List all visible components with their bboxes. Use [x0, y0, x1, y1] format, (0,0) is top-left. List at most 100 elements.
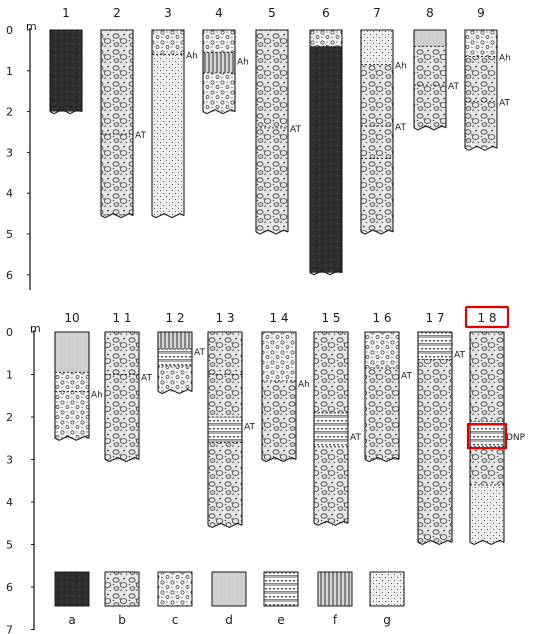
- profile-column: 1 3 AT: [207, 311, 255, 528]
- horizon-label: DNP: [506, 433, 526, 443]
- column-outline: [49, 29, 83, 112]
- horizon-label: Ah: [395, 62, 407, 72]
- column-bottom-edge: [464, 145, 498, 151]
- layer-a: [310, 87, 342, 273]
- column-outline: [157, 331, 193, 392]
- profile-column: 6: [309, 6, 343, 276]
- profile-column: 1 2 AT: [157, 311, 205, 395]
- horizon-label: AT: [141, 374, 152, 384]
- column-bottom-edge: [100, 213, 134, 219]
- column-bottom-edge: [157, 388, 193, 395]
- column-bottom-edge: [469, 539, 505, 545]
- depth-tick-label: 0: [6, 24, 13, 37]
- layer-b: [470, 446, 504, 485]
- layer-c: [152, 30, 184, 55]
- column-bottom-edge: [364, 456, 400, 463]
- column-outline: [464, 29, 498, 149]
- profile-column: 1 7 AT: [417, 311, 465, 545]
- layer-b: [361, 158, 393, 232]
- profile-number: 1 7: [425, 311, 444, 325]
- depth-axis-unit: m: [26, 20, 37, 33]
- column-outline: [104, 331, 140, 460]
- profile-column: 4 Ah: [202, 6, 249, 115]
- column-outline: [54, 331, 90, 439]
- layer-b: [365, 368, 399, 460]
- horizon-label: AT: [454, 350, 465, 360]
- legend-item-g: g: [369, 571, 405, 627]
- depth-axis-unit: m: [30, 322, 41, 335]
- depth-tick-label: 2: [6, 106, 13, 119]
- legend-swatch: [54, 571, 90, 607]
- depth-tick-label: 3: [6, 454, 13, 467]
- profile-column: 9 Ah AT: [464, 6, 511, 151]
- depth-tick-label: 4: [6, 187, 13, 200]
- column-outline: [313, 331, 349, 524]
- horizon-label: AT: [395, 123, 406, 133]
- column-bottom-edge: [413, 125, 447, 131]
- depth-tick-label: 0: [6, 326, 13, 339]
- layer-c: [310, 30, 342, 47]
- layer-b: [465, 101, 497, 149]
- layer-e: [470, 421, 504, 447]
- profile-number: 1: [62, 6, 70, 20]
- profile-number: 1 3: [215, 311, 234, 325]
- profile-column: 1 4 Ah: [261, 311, 310, 463]
- horizon-label: Ah: [186, 51, 198, 61]
- profile-number: 1 6: [372, 311, 391, 325]
- horizon-label: Ah: [91, 391, 103, 401]
- layer-b: [418, 359, 452, 543]
- layer-b: [101, 30, 133, 135]
- legend-key: d: [225, 613, 233, 627]
- legend-item-b: b: [104, 571, 140, 627]
- legend-swatch: [104, 571, 140, 607]
- layer-b: [105, 332, 139, 375]
- profile-column: 5 AT: [255, 6, 301, 235]
- top-panel: m0 1 2 3 4 5 6 1 2 AT 3 Ah 4 Ah 5 AT 6 7 Ah AT 8 AT 9 Ah AT: [6, 6, 511, 290]
- layer-e: [314, 412, 348, 447]
- layer-b: [414, 85, 446, 128]
- profile-column: 10 Ah: [54, 311, 103, 441]
- layer-d: [414, 30, 446, 47]
- column-bottom-edge: [207, 522, 243, 528]
- layer-c: [365, 332, 399, 369]
- profile-column: 1 6 AT: [364, 311, 412, 463]
- profile-number: 3: [164, 6, 172, 20]
- profile-number: 10: [64, 311, 79, 325]
- column-outline: [417, 331, 453, 543]
- legend-swatch: [211, 571, 247, 607]
- legend-key: b: [118, 613, 126, 627]
- layer-b: [361, 125, 393, 159]
- legend-key: f: [333, 613, 338, 627]
- legend-key: g: [383, 613, 391, 627]
- profile-column: 1: [49, 6, 83, 115]
- layer-f: [158, 332, 192, 349]
- layer-b: [101, 134, 133, 216]
- legend-item-d: d: [211, 571, 247, 627]
- profile-column: 1 1 AT: [104, 311, 152, 463]
- horizon-label: AT: [350, 433, 361, 443]
- profile-column: 1 8 DNP: [464, 305, 526, 545]
- column-outline: [364, 331, 400, 460]
- column-outline: [202, 29, 236, 112]
- horizon-label: AT: [499, 98, 510, 108]
- legend-item-c: c: [157, 571, 193, 627]
- layer-a: [50, 30, 82, 112]
- column-outline: [100, 29, 134, 216]
- layer-c: [55, 372, 89, 392]
- horizon-label: AT: [290, 125, 301, 135]
- layer-b: [465, 56, 497, 102]
- profile-column: 2 AT: [100, 6, 146, 219]
- profile-number: 1 2: [165, 311, 184, 325]
- legend-swatch: [263, 571, 299, 607]
- legend-key: e: [277, 613, 284, 627]
- layer-c: [203, 72, 235, 112]
- profile-number: 1 4: [269, 311, 288, 325]
- layer-b: [361, 64, 393, 126]
- horizon-label: Ah: [499, 54, 511, 64]
- column-outline: [207, 331, 243, 526]
- depth-tick-label: 3: [6, 146, 13, 159]
- layer-b: [256, 127, 288, 232]
- layer-b: [208, 442, 242, 526]
